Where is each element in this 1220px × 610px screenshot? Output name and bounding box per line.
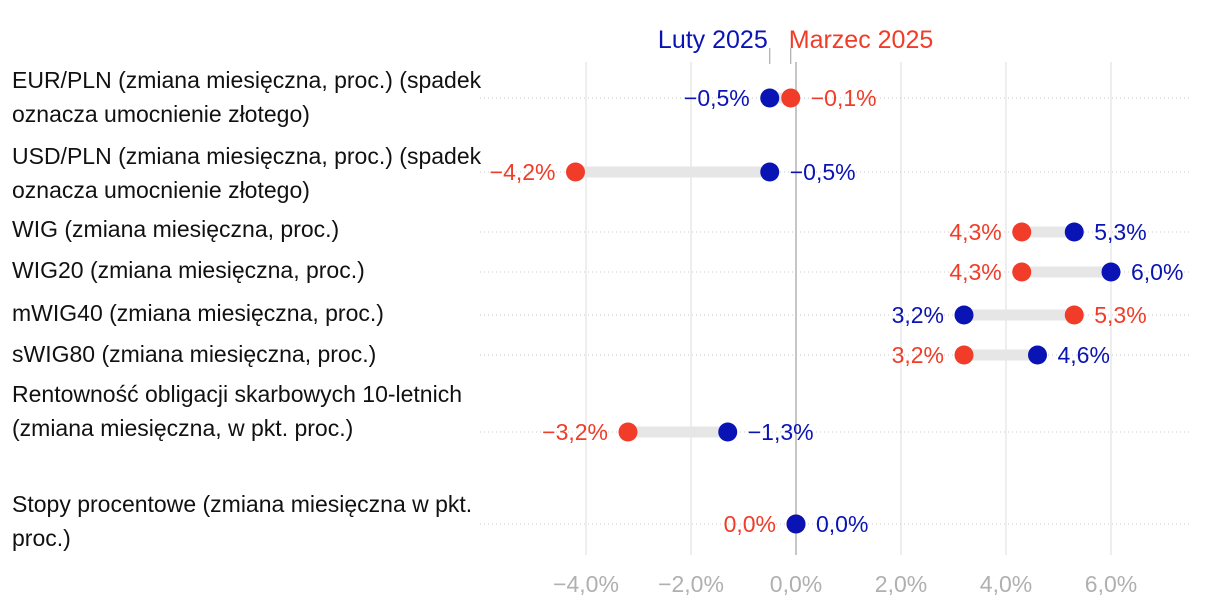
- value-label-mar-6: −3,2%: [542, 419, 608, 445]
- x-tick-label-5: 6,0%: [1085, 571, 1137, 597]
- value-label-feb-2: 5,3%: [1094, 219, 1146, 245]
- category-label-3: WIG20 (zmiana miesięczna, proc.): [12, 257, 365, 283]
- value-label-mar-3: 4,3%: [949, 259, 1001, 285]
- value-label-feb-4: 3,2%: [892, 302, 944, 328]
- value-label-feb-5: 4,6%: [1058, 342, 1110, 368]
- category-label-7: Stopy procentowe (zmiana miesięczna w pk…: [12, 491, 473, 551]
- dot-mar-5: [954, 345, 974, 365]
- dot-mar-0: [781, 88, 801, 108]
- value-label-mar-0: −0,1%: [811, 85, 877, 111]
- value-label-feb-0: −0,5%: [684, 85, 750, 111]
- value-label-feb-6: −1,3%: [748, 419, 814, 445]
- category-label-6: Rentowność obligacji skarbowych 10-letni…: [12, 381, 463, 441]
- x-tick-label-1: −2,0%: [658, 571, 724, 597]
- category-label-0: EUR/PLN (zmiana miesięczna, proc.) (spad…: [12, 67, 482, 127]
- value-label-mar-2: 4,3%: [949, 219, 1001, 245]
- dot-mar-4: [1064, 305, 1084, 325]
- dot-feb-6: [718, 422, 738, 442]
- value-label-feb-3: 6,0%: [1131, 259, 1183, 285]
- dot-feb-2: [1064, 222, 1084, 242]
- value-label-feb-1: −0,5%: [790, 159, 856, 185]
- dot-feb-5: [1028, 345, 1047, 365]
- x-tick-label-3: 2,0%: [875, 571, 927, 597]
- category-label-2: WIG (zmiana miesięczna, proc.): [12, 216, 340, 242]
- dot-feb-7: [786, 514, 806, 534]
- value-label-mar-7: 0,0%: [724, 511, 776, 537]
- x-tick-label-0: −4,0%: [553, 571, 619, 597]
- category-label-4: mWIG40 (zmiana miesięczna, proc.): [12, 300, 384, 326]
- value-label-mar-1: −4,2%: [490, 159, 556, 185]
- dot-feb-1: [760, 162, 780, 182]
- dot-mar-3: [1012, 262, 1032, 282]
- x-tick-label-4: 4,0%: [980, 571, 1032, 597]
- category-label-1: USD/PLN (zmiana miesięczna, proc.) (spad…: [12, 143, 482, 203]
- legend-feb: Luty 2025: [658, 26, 768, 54]
- dot-feb-3: [1101, 262, 1121, 282]
- legend-mar: Marzec 2025: [789, 26, 934, 54]
- dot-mar-2: [1012, 222, 1032, 242]
- dot-feb-4: [954, 305, 974, 325]
- category-label-5: sWIG80 (zmiana miesięczna, proc.): [12, 341, 377, 367]
- dot-mar-1: [566, 162, 585, 182]
- value-label-mar-5: 3,2%: [892, 342, 944, 368]
- x-tick-label-2: 0,0%: [770, 571, 822, 597]
- value-label-mar-4: 5,3%: [1094, 302, 1146, 328]
- value-label-feb-7: 0,0%: [816, 511, 868, 537]
- dot-mar-6: [618, 422, 638, 442]
- dot-feb-0: [760, 88, 780, 108]
